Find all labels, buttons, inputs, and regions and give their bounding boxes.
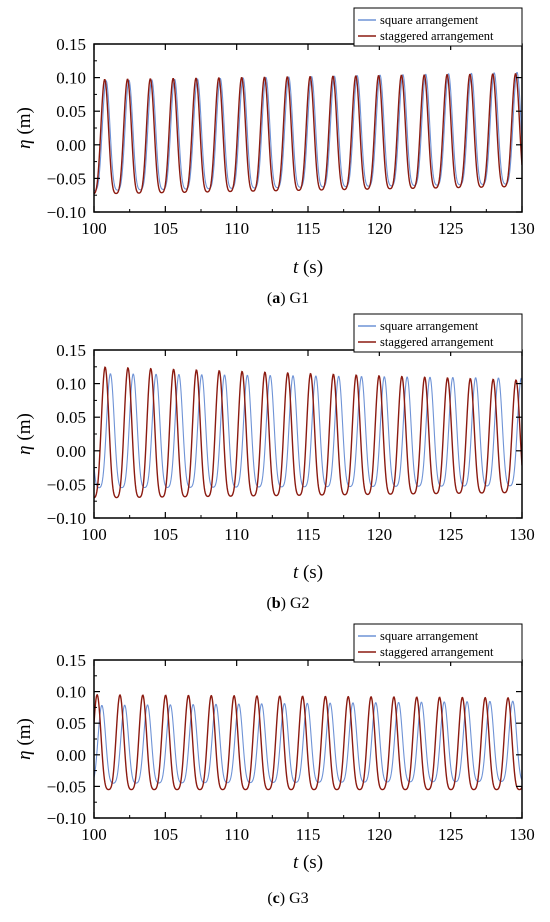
x-tick-label: 125 [438,525,464,544]
legend-label: staggered arrangement [380,645,494,659]
y-tick-label: 0.05 [56,408,86,427]
y-tick-label: 0.00 [56,746,86,765]
legend-label: square arrangement [380,629,479,643]
x-tick-label: 100 [81,219,107,238]
series-line-square [94,700,522,784]
y-axis-title: η (m) [14,107,35,149]
panel-caption: (c) G3 [267,890,308,907]
y-tick-label: 0.10 [56,683,86,702]
x-tick-label: 120 [367,219,393,238]
legend: square arrangement staggered arrangement [353,313,523,353]
x-tick-label: 130 [509,525,535,544]
y-tick-label: −0.05 [47,475,86,494]
x-tick-label: 115 [296,219,321,238]
series-line-staggered [94,694,522,791]
x-tick-label: 125 [438,219,464,238]
x-tick-label: 115 [296,525,321,544]
series-line-staggered [94,366,522,499]
y-tick-label: 0.00 [56,442,86,461]
legend-label: square arrangement [380,13,479,27]
x-tick-label: 100 [81,825,107,844]
legend-label: staggered arrangement [380,29,494,43]
y-axis-title: η (m) [14,718,35,760]
panel-caption: (a) G1 [267,290,309,307]
legend-box [353,7,523,47]
chart-panel-a: 100 105 110 115 120 125 130 −0.10 −0.05 0.00 0.05 0… [14,7,535,307]
y-tick-label: 0.15 [56,341,86,360]
y-tick-label: −0.05 [47,777,86,796]
panel-caption: (b) G2 [266,595,309,612]
x-tick-label: 120 [367,525,393,544]
x-tick-label: 120 [367,825,393,844]
legend-label: staggered arrangement [380,335,494,349]
x-tick-label: 100 [81,525,107,544]
y-tick-label: 0.15 [56,651,86,670]
x-tick-label: 130 [509,825,535,844]
y-tick-label: −0.10 [47,203,86,222]
y-tick-label: 0.15 [56,35,86,54]
x-tick-label: 130 [509,219,535,238]
y-tick-label: 0.05 [56,714,86,733]
x-axis-title: t (s) [293,257,323,278]
y-axis-title: η (m) [14,413,35,455]
y-tick-label: 0.10 [56,375,86,394]
legend-box [353,623,523,663]
legend: square arrangement staggered arrangement [353,7,523,47]
x-tick-label: 125 [438,825,464,844]
x-tick-label: 110 [224,219,249,238]
legend-label: square arrangement [380,319,479,333]
y-tick-label: −0.10 [47,809,86,828]
x-tick-label: 105 [153,525,179,544]
legend-box [353,313,523,353]
y-tick-label: 0.00 [56,136,86,155]
x-tick-label: 110 [224,825,249,844]
y-tick-label: 0.05 [56,102,86,121]
x-tick-label: 105 [153,219,179,238]
legend: square arrangement staggered arrangement [353,623,523,663]
chart-panel-c: 100 105 110 115 120 125 130 −0.10 −0.05 0.00 0.05 0… [14,623,535,907]
y-tick-label: 0.10 [56,69,86,88]
x-tick-label: 105 [153,825,179,844]
x-tick-label: 115 [296,825,321,844]
x-axis-title: t (s) [293,562,323,583]
chart-panel-b: 100 105 110 115 120 125 130 −0.10 −0.05 0.00 0.05 0… [14,313,535,612]
series-line-staggered [94,73,522,195]
y-tick-label: −0.05 [47,169,86,188]
x-tick-label: 110 [224,525,249,544]
series-line-square [94,373,522,489]
y-tick-label: −0.10 [47,509,86,528]
x-axis-title: t (s) [293,852,323,873]
